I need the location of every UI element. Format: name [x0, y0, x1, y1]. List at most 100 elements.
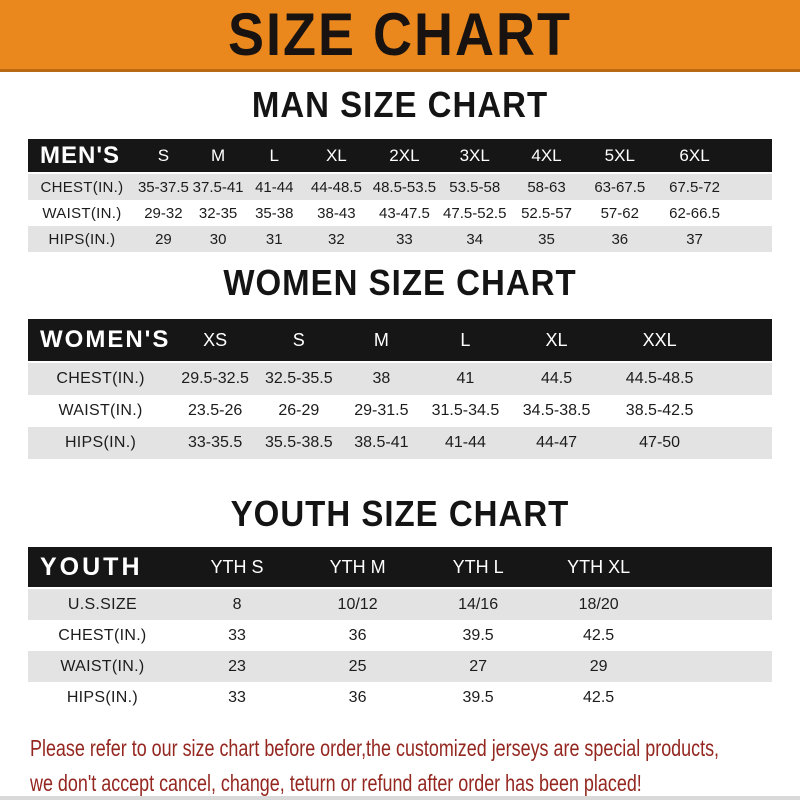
size-value-cell: 36 — [297, 682, 418, 713]
size-value-cell: 35-38 — [245, 200, 304, 226]
size-value-cell: 47.5-52.5 — [439, 200, 511, 226]
size-value-cell: 43-47.5 — [369, 200, 440, 226]
size-col-header: 5XL — [582, 139, 657, 174]
size-header-row: WOMEN'S XS S M L XL XXL — [28, 319, 772, 363]
size-value-cell: 37.5-41 — [190, 173, 246, 200]
size-value-cell: 44-47 — [508, 427, 605, 459]
size-value-cell: 8 — [176, 588, 298, 620]
section-youth: YOUTH SIZE CHART YOUTH YTH S YTH M YTH L YTH… — [0, 493, 800, 713]
size-value-cell: 39.5 — [417, 682, 539, 713]
size-value-cell: 38 — [340, 362, 423, 395]
size-value-cell: 38.5-42.5 — [604, 395, 715, 427]
size-header-row: MEN'S S M L XL 2XL 3XL 4XL 5XL 6XL — [28, 139, 772, 174]
size-value-cell: 30 — [190, 226, 246, 252]
section-title-women: WOMEN SIZE CHART — [223, 262, 577, 303]
size-value-cell: 63-67.5 — [582, 173, 657, 200]
size-col-header: 6XL — [656, 139, 733, 174]
size-value-cell: 10/12 — [297, 588, 418, 620]
size-value-cell: 25 — [297, 651, 418, 682]
filler-cell — [658, 547, 772, 589]
measurement-row: CHEST(IN.) 33 36 39.5 42.5 — [28, 620, 772, 651]
size-value-cell: 37 — [656, 226, 733, 252]
size-col-header: L — [422, 319, 509, 363]
measurement-row: U.S.SIZE 8 10/12 14/16 18/20 — [28, 588, 772, 620]
size-value-cell: 32 — [303, 226, 370, 252]
footer-note-line1: Please refer to our size chart before or… — [30, 735, 720, 761]
size-value-cell: 27 — [417, 651, 539, 682]
size-value-cell: 29-31.5 — [340, 395, 423, 427]
size-value-cell: 58-63 — [510, 173, 583, 200]
row-label: WAIST(IN.) — [28, 651, 177, 682]
row-label: HIPS(IN.) — [28, 682, 177, 713]
size-col-header: XL — [508, 319, 605, 363]
size-value-cell: 38-43 — [303, 200, 370, 226]
filler-cell — [714, 427, 772, 459]
measurement-row: HIPS(IN.) 29 30 31 32 33 34 35 36 37 — [28, 226, 772, 252]
filler-cell — [714, 319, 772, 363]
size-value-cell: 34 — [439, 226, 511, 252]
size-value-cell: 41-44 — [422, 427, 509, 459]
filler-cell — [714, 395, 772, 427]
size-col-header: M — [190, 139, 246, 174]
row-label: CHEST(IN.) — [28, 173, 136, 200]
filler-cell — [732, 200, 772, 226]
filler-cell — [658, 682, 772, 713]
filler-cell — [658, 651, 772, 682]
size-col-header: 4XL — [510, 139, 583, 174]
footer-note: Please refer to our size chart before or… — [0, 731, 800, 801]
size-col-header: YTH XL — [538, 547, 659, 589]
measurement-row: CHEST(IN.) 29.5-32.5 32.5-35.5 38 41 44.5 44.5… — [28, 362, 772, 395]
bottom-edge-strip — [0, 796, 800, 800]
size-value-cell: 47-50 — [604, 427, 715, 459]
table-title-cell: MEN'S — [28, 139, 136, 174]
size-value-cell: 36 — [297, 620, 418, 651]
row-label: HIPS(IN.) — [28, 226, 136, 252]
size-value-cell: 35.5-38.5 — [257, 427, 341, 459]
section-title-youth: YOUTH SIZE CHART — [230, 493, 570, 534]
size-header-row: YOUTH YTH S YTH M YTH L YTH XL — [28, 547, 772, 589]
size-col-header: YTH L — [417, 547, 539, 589]
size-value-cell: 36 — [582, 226, 657, 252]
size-value-cell: 42.5 — [538, 682, 659, 713]
size-col-header: XXL — [604, 319, 715, 363]
size-value-cell: 32-35 — [190, 200, 246, 226]
row-label: CHEST(IN.) — [28, 620, 177, 651]
size-col-header: 2XL — [369, 139, 440, 174]
filler-cell — [732, 139, 772, 174]
measurement-row: HIPS(IN.) 33-35.5 35.5-38.5 38.5-41 41-44 44-… — [28, 427, 772, 459]
size-value-cell: 38.5-41 — [340, 427, 423, 459]
table-title-cell: WOMEN'S — [28, 319, 174, 363]
man-size-table: MEN'S S M L XL 2XL 3XL 4XL 5XL 6XL CHEST(IN.) 35-37… — [28, 139, 772, 252]
size-value-cell: 34.5-38.5 — [508, 395, 605, 427]
measurement-row: WAIST(IN.) 29-32 32-35 35-38 38-43 43-47.5 47.… — [28, 200, 772, 226]
size-value-cell: 67.5-72 — [656, 173, 733, 200]
size-col-header: S — [257, 319, 341, 363]
measurement-row: WAIST(IN.) 23 25 27 29 — [28, 651, 772, 682]
banner: SIZE CHART — [0, 0, 800, 72]
size-value-cell: 42.5 — [538, 620, 659, 651]
size-value-cell: 33 — [176, 620, 298, 651]
size-value-cell: 41-44 — [245, 173, 304, 200]
row-label: HIPS(IN.) — [28, 427, 174, 459]
size-value-cell: 23 — [176, 651, 298, 682]
banner-title: SIZE CHART — [228, 0, 572, 69]
size-value-cell: 33 — [176, 682, 298, 713]
section-title-man: MAN SIZE CHART — [251, 84, 549, 125]
women-size-table: WOMEN'S XS S M L XL XXL CHEST(IN.) 29.5-32.5 32.5… — [28, 319, 772, 459]
measurement-row: HIPS(IN.) 33 36 39.5 42.5 — [28, 682, 772, 713]
size-value-cell: 18/20 — [538, 588, 659, 620]
size-col-header: L — [245, 139, 304, 174]
row-label: U.S.SIZE — [28, 588, 177, 620]
row-label: WAIST(IN.) — [28, 395, 174, 427]
size-col-header: XS — [173, 319, 258, 363]
row-label: CHEST(IN.) — [28, 362, 174, 395]
size-col-header: S — [135, 139, 191, 174]
size-value-cell: 32.5-35.5 — [257, 362, 341, 395]
size-value-cell: 29 — [135, 226, 191, 252]
measurement-row: WAIST(IN.) 23.5-26 26-29 29-31.5 31.5-34.5 34… — [28, 395, 772, 427]
section-women: WOMEN SIZE CHART WOMEN'S XS S M L XL XXL CHEST(… — [0, 262, 800, 459]
size-value-cell: 29.5-32.5 — [173, 362, 258, 395]
size-value-cell: 23.5-26 — [173, 395, 258, 427]
size-value-cell: 44.5-48.5 — [604, 362, 715, 395]
filler-cell — [658, 620, 772, 651]
